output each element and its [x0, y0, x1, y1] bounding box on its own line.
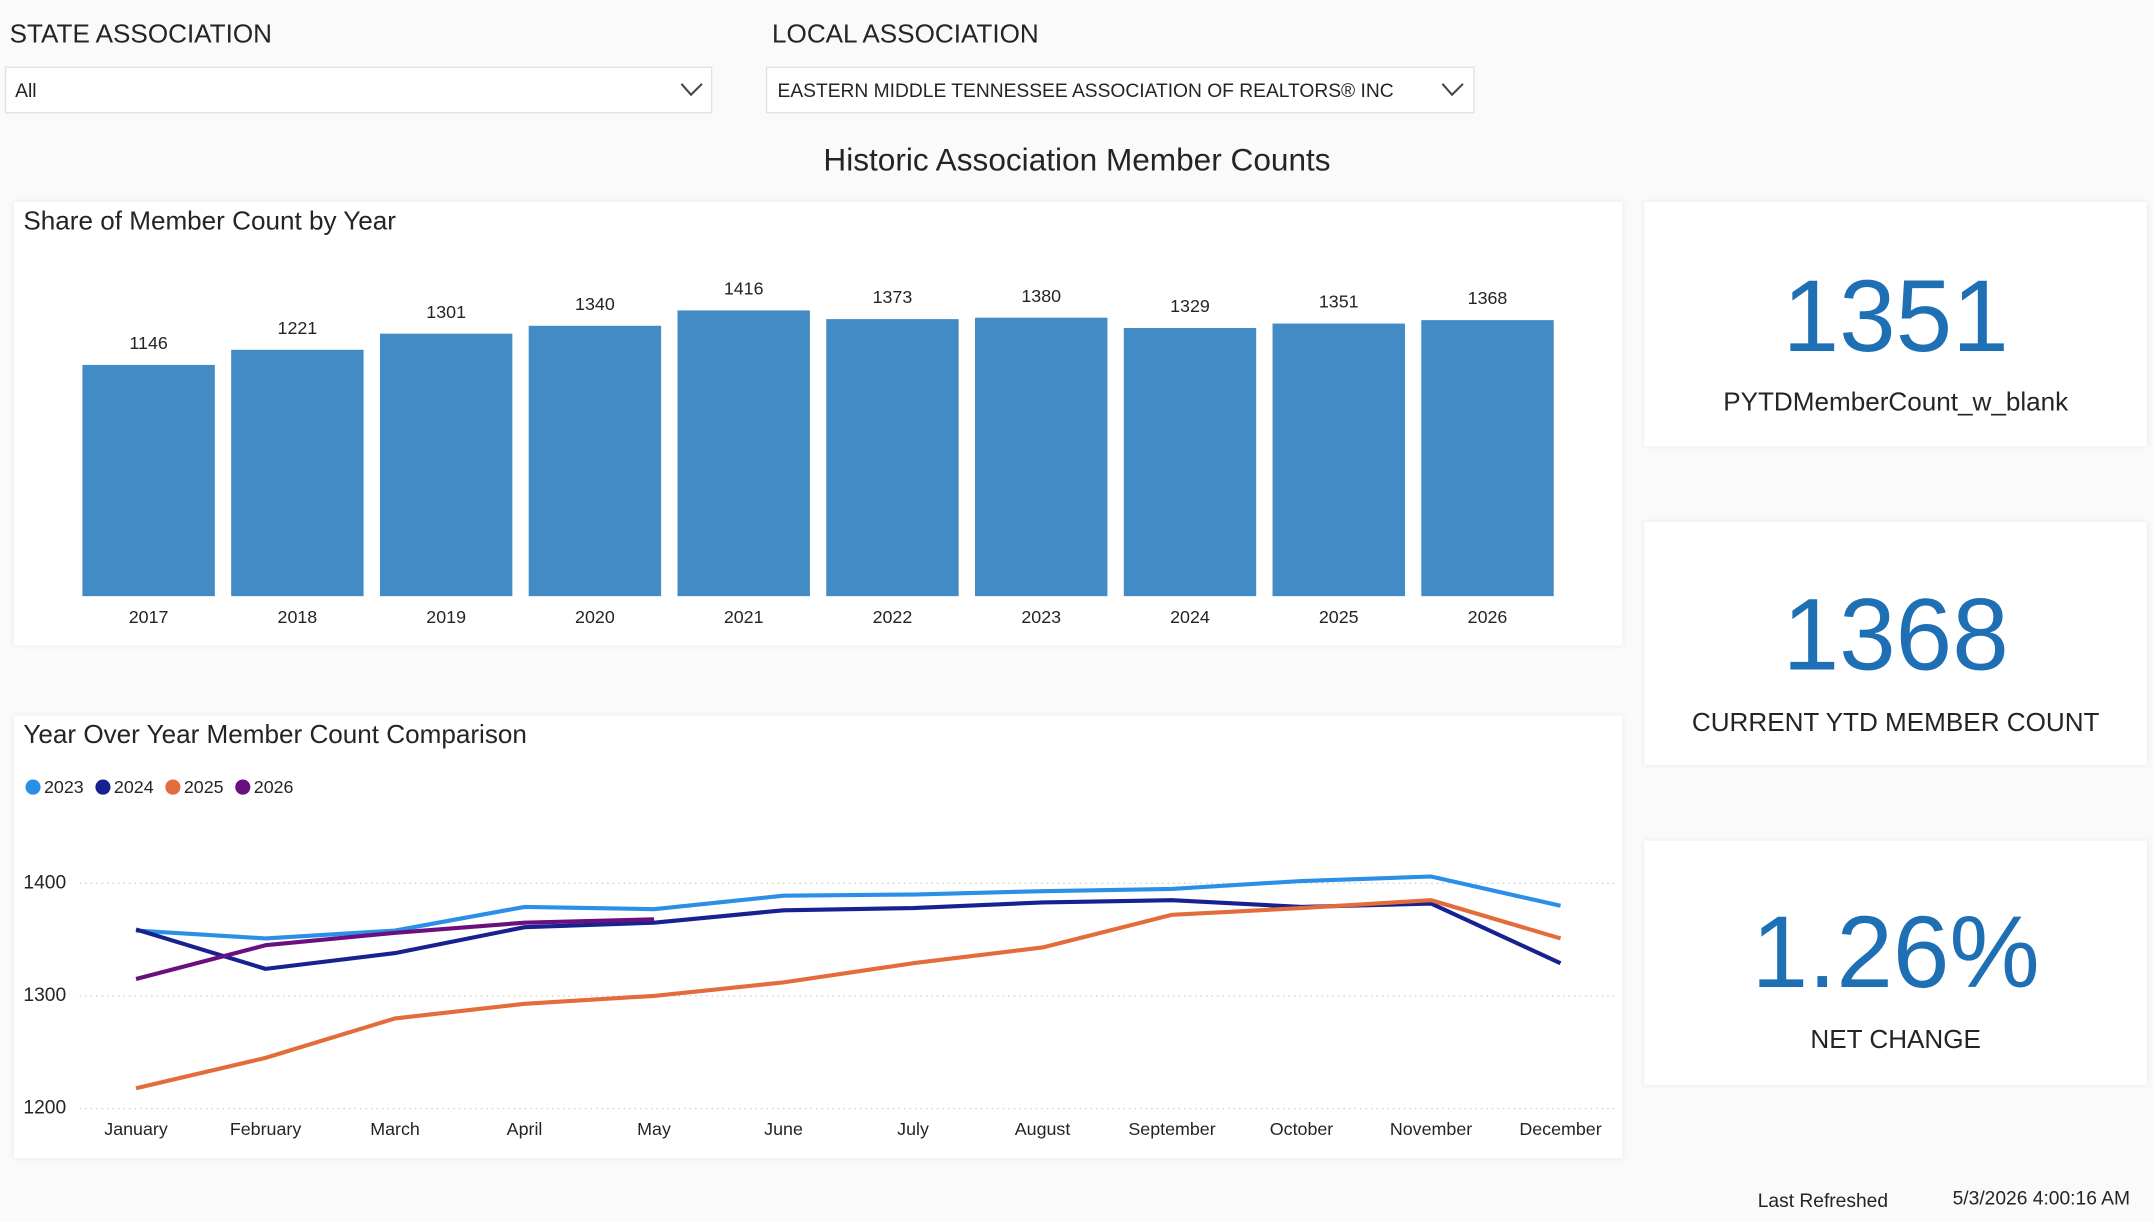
card-value: 1351: [1783, 259, 2009, 373]
dropdown-box[interactable]: [765, 66, 1475, 114]
dropdown[interactable]: All: [4, 66, 713, 114]
line: [135, 898, 1562, 1091]
y-tick-label: 1300: [23, 985, 66, 1006]
legend-label: 2025: [184, 777, 224, 797]
x-tick-label: September: [1128, 1119, 1215, 1139]
chart-title: Share of Member Count by Year: [23, 205, 396, 235]
legend-marker: [235, 779, 251, 795]
data-label: 1329: [1170, 296, 1210, 316]
data-label: 1373: [873, 287, 913, 307]
dropdown-value[interactable]: EASTERN MIDDLE TENNESSEE ASSOCIATION OF …: [778, 81, 1394, 102]
bar: [528, 325, 662, 597]
filter-label: STATE ASSOCIATION: [10, 19, 272, 49]
footer-label: Last Refreshed: [1758, 1191, 1888, 1212]
x-tick-label: April: [507, 1119, 543, 1139]
dropdown-value[interactable]: All: [15, 81, 36, 102]
dropdown-arrow[interactable]: [680, 83, 703, 97]
x-tick-label: 2024: [1170, 607, 1210, 627]
x-tick-label: 2020: [575, 607, 615, 627]
chart-title: Year Over Year Member Count Comparison: [23, 719, 526, 749]
card-label: CURRENT YTD MEMBER COUNT: [1692, 707, 2100, 737]
bar: [82, 364, 215, 597]
card-value: 1368: [1783, 578, 2009, 692]
bar: [826, 319, 959, 597]
bar: [1123, 327, 1257, 597]
legend-marker: [25, 779, 41, 795]
card-value: 1.26%: [1752, 895, 2040, 1009]
x-tick-label: 2021: [724, 607, 764, 627]
x-tick-label: June: [764, 1119, 803, 1139]
bar: [1421, 320, 1554, 597]
card: [1644, 521, 2148, 766]
y-tick-label: 1400: [23, 872, 66, 893]
legend-marker: [165, 779, 181, 795]
x-tick-label: August: [1015, 1119, 1071, 1139]
x-tick-label: May: [637, 1119, 671, 1139]
x-tick-label: October: [1270, 1119, 1334, 1139]
bar: [231, 349, 364, 597]
x-tick-label: 2023: [1021, 607, 1061, 627]
charts: 1146 2017 1221 2018 1301 2019 1340 2020 1416 2021…: [23, 279, 1615, 1139]
data-label: 1380: [1021, 286, 1061, 306]
data-label: 1416: [724, 279, 764, 299]
dropdown-arrow[interactable]: [1441, 83, 1464, 97]
x-tick-label: December: [1519, 1119, 1601, 1139]
dropdown-box[interactable]: [4, 66, 713, 114]
bar: [975, 317, 1108, 597]
card-label: NET CHANGE: [1810, 1024, 1981, 1054]
card: [1644, 840, 2148, 1086]
line: [135, 917, 655, 981]
x-tick-label: 2022: [873, 607, 913, 627]
x-tick-label: 2019: [426, 607, 466, 627]
x-tick-label: February: [230, 1119, 301, 1139]
x-tick-label: 2026: [1468, 607, 1508, 627]
dropdown[interactable]: EASTERN MIDDLE TENNESSEE ASSOCIATION OF …: [765, 66, 1475, 114]
x-tick-label: March: [370, 1119, 420, 1139]
bar: [1272, 323, 1405, 597]
x-tick-label: 2018: [278, 607, 318, 627]
page-title: Historic Association Member Counts: [823, 141, 1330, 177]
legend-label: 2023: [44, 777, 84, 797]
data-label: 1301: [426, 302, 466, 322]
data-label: 1351: [1319, 292, 1359, 312]
card-label: PYTDMemberCount_w_blank: [1723, 387, 2069, 417]
x-tick-label: January: [104, 1119, 168, 1139]
y-tick-label: 1200: [23, 1098, 66, 1119]
filter-label: LOCAL ASSOCIATION: [772, 19, 1039, 49]
legend-marker: [95, 779, 111, 795]
data-label: 1146: [129, 333, 167, 353]
data-label: 1221: [278, 318, 318, 338]
line: [135, 874, 1561, 941]
bar: [677, 310, 810, 597]
data-label: 1368: [1468, 288, 1508, 308]
x-tick-label: 2025: [1319, 607, 1359, 627]
data-label: 1340: [575, 294, 615, 314]
x-tick-label: 2017: [129, 607, 169, 627]
card: [1644, 201, 2148, 447]
bar: [379, 333, 513, 597]
footer-value: 5/3/2026 4:00:16 AM: [1953, 1188, 2130, 1209]
x-tick-label: July: [897, 1119, 929, 1139]
legend-label: 2024: [114, 777, 154, 797]
legend-label: 2026: [254, 777, 294, 797]
x-tick-label: November: [1390, 1119, 1472, 1139]
